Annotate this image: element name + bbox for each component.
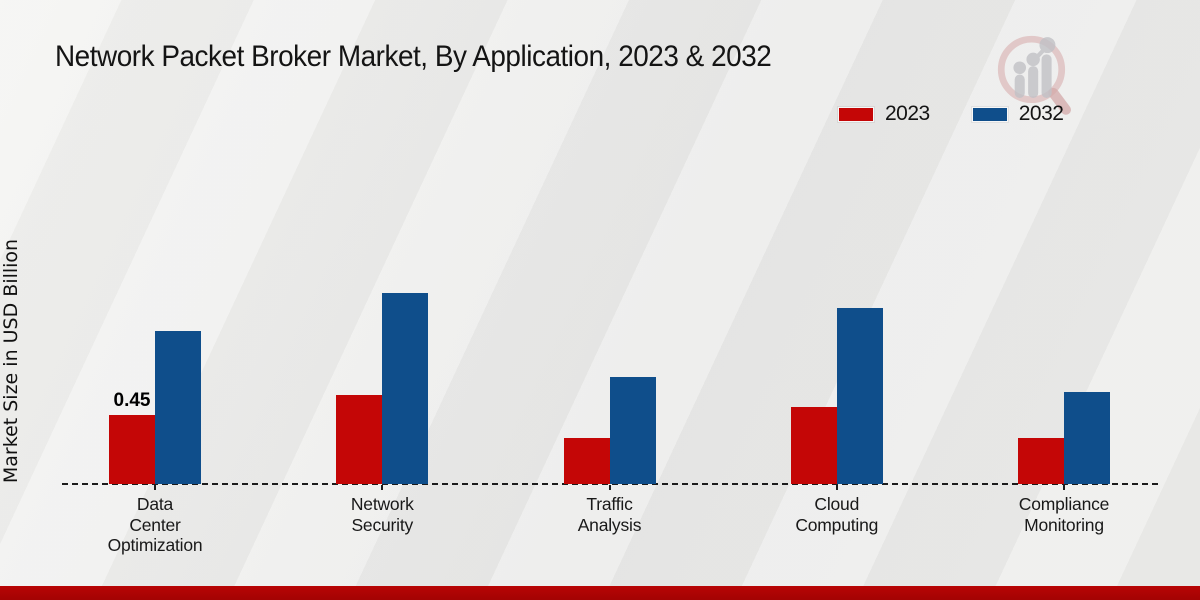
bar-2023-cloud-computing: [790, 407, 837, 484]
bar-2032-cloud-computing: [836, 308, 883, 484]
category-label-data-center-optimization: Data Center Optimization: [107, 494, 203, 555]
legend-label-2032: 2032: [1018, 102, 1064, 125]
x-axis-tick: [154, 485, 156, 490]
x-axis-tick: [835, 485, 838, 490]
legend-item-2032: 2032: [971, 102, 1064, 126]
footer-accent-bar: [0, 586, 1200, 600]
bar-2032-traffic-analysis: [609, 377, 656, 484]
x-axis-tick: [1063, 485, 1065, 490]
category-label-compliance-monitoring: Compliance Monitoring: [1018, 494, 1110, 535]
legend-swatch-2032: [971, 106, 1008, 122]
legend-label-2023: 2023: [885, 102, 930, 125]
bar-2032-data-center-optimization: [155, 331, 201, 484]
legend-swatch-2023: [838, 106, 874, 122]
bar-2023-compliance-monitoring: [1018, 438, 1064, 484]
x-axis-baseline: [62, 483, 1158, 485]
magnifier-bar-chart-logo-icon: [997, 35, 1071, 115]
bar-2032-network-security: [382, 293, 429, 484]
chart-title: Network Packet Broker Market, By Applica…: [55, 40, 772, 73]
category-label-network-security: Network Security: [350, 494, 414, 535]
bar-2023-data-center-optimization: [109, 415, 155, 484]
category-label-traffic-analysis: Traffic Analysis: [577, 494, 642, 535]
category-label-cloud-computing: Cloud Computing: [795, 494, 879, 535]
bar-2032-compliance-monitoring: [1064, 392, 1110, 484]
bar-2023-traffic-analysis: [563, 438, 610, 484]
legend-item-2023: 2023: [838, 102, 930, 126]
bar-value-label: 0.45: [113, 390, 151, 411]
legend: 2023 2032: [838, 102, 1064, 126]
x-axis-tick: [381, 485, 384, 490]
bar-2023-network-security: [336, 395, 383, 484]
x-axis-tick: [608, 485, 611, 490]
